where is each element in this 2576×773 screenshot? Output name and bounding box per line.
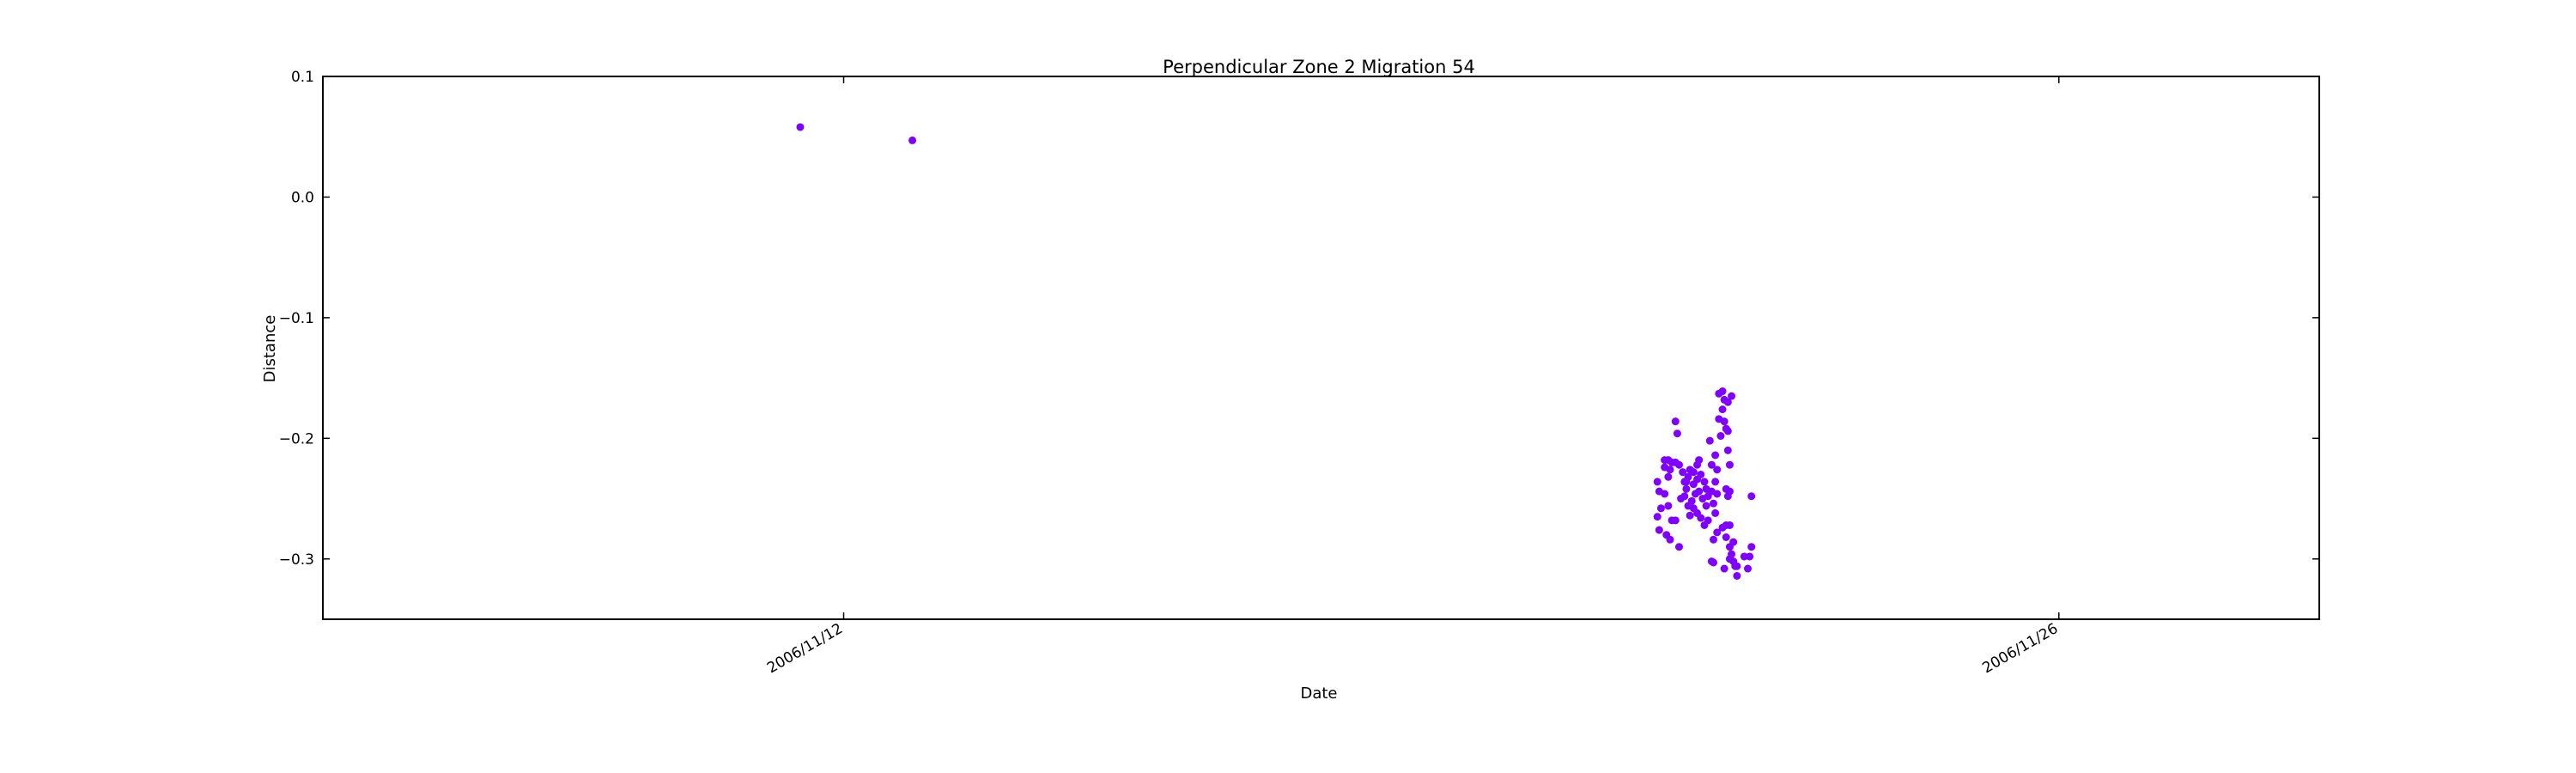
data-point bbox=[1695, 487, 1704, 496]
data-point bbox=[1740, 552, 1748, 561]
data-point bbox=[1680, 492, 1689, 501]
data-point bbox=[1728, 392, 1736, 400]
data-point bbox=[1711, 508, 1720, 517]
data-point bbox=[1746, 552, 1754, 561]
data-point bbox=[1720, 564, 1728, 573]
data-point bbox=[1674, 543, 1683, 551]
y-axis-label: Distance bbox=[261, 315, 279, 383]
data-point bbox=[1661, 490, 1669, 498]
data-point bbox=[1689, 468, 1698, 477]
data-point bbox=[1682, 484, 1691, 493]
data-point bbox=[1666, 466, 1674, 474]
data-point bbox=[1733, 562, 1741, 570]
data-point bbox=[1713, 490, 1722, 498]
plot-area-frame bbox=[322, 76, 2320, 620]
data-point bbox=[1697, 514, 1705, 522]
data-point bbox=[1725, 487, 1734, 496]
data-point bbox=[1705, 436, 1714, 445]
data-point bbox=[1693, 475, 1702, 484]
data-point bbox=[1747, 543, 1756, 551]
data-point bbox=[1671, 417, 1680, 426]
data-point bbox=[1704, 516, 1712, 525]
data-point bbox=[1655, 526, 1663, 534]
data-point bbox=[796, 123, 805, 131]
y-tick-label: 0.0 bbox=[291, 189, 314, 206]
data-point bbox=[1653, 513, 1662, 521]
data-point bbox=[1718, 387, 1727, 396]
data-point bbox=[1653, 478, 1662, 486]
data-point bbox=[1713, 528, 1722, 537]
data-point bbox=[1671, 516, 1680, 525]
y-tick-label: −0.1 bbox=[279, 310, 314, 327]
data-point bbox=[1713, 466, 1722, 474]
data-point bbox=[1687, 496, 1696, 505]
data-point bbox=[1711, 478, 1720, 486]
data-point bbox=[1723, 446, 1732, 454]
data-point bbox=[1695, 456, 1704, 465]
data-point bbox=[1700, 478, 1709, 486]
scatter-points bbox=[796, 123, 1756, 580]
data-point bbox=[1709, 535, 1717, 544]
data-point bbox=[1673, 429, 1681, 438]
data-point bbox=[1744, 564, 1753, 573]
data-point bbox=[908, 136, 917, 144]
data-point bbox=[1725, 460, 1734, 469]
data-point bbox=[1716, 432, 1725, 441]
data-point bbox=[1656, 504, 1665, 513]
data-point bbox=[1679, 468, 1687, 477]
data-point bbox=[1733, 571, 1741, 580]
data-point bbox=[1723, 427, 1732, 435]
data-point bbox=[1709, 558, 1717, 567]
y-tick-label: 0.1 bbox=[291, 69, 314, 86]
x-axis-label: Date bbox=[1300, 685, 1337, 703]
data-point bbox=[1702, 502, 1710, 510]
data-point bbox=[1725, 520, 1734, 529]
data-point bbox=[1728, 550, 1736, 558]
chart-title: Perpendicular Zone 2 Migration 54 bbox=[1163, 57, 1475, 77]
y-tick-label: −0.2 bbox=[279, 430, 314, 447]
data-point bbox=[1722, 533, 1730, 541]
data-point bbox=[1720, 417, 1728, 426]
data-point bbox=[1707, 460, 1716, 469]
y-tick-label: −0.3 bbox=[279, 551, 314, 569]
data-point bbox=[1674, 460, 1683, 469]
data-point bbox=[1664, 502, 1673, 510]
data-point bbox=[1711, 451, 1720, 460]
data-point bbox=[1747, 492, 1756, 501]
data-point bbox=[1686, 511, 1694, 520]
data-point bbox=[1723, 398, 1732, 406]
data-point bbox=[1666, 535, 1674, 544]
data-point bbox=[1709, 499, 1717, 508]
data-point bbox=[1682, 478, 1691, 486]
data-point bbox=[1729, 538, 1738, 546]
data-point bbox=[1664, 472, 1673, 481]
data-point bbox=[1718, 405, 1727, 414]
